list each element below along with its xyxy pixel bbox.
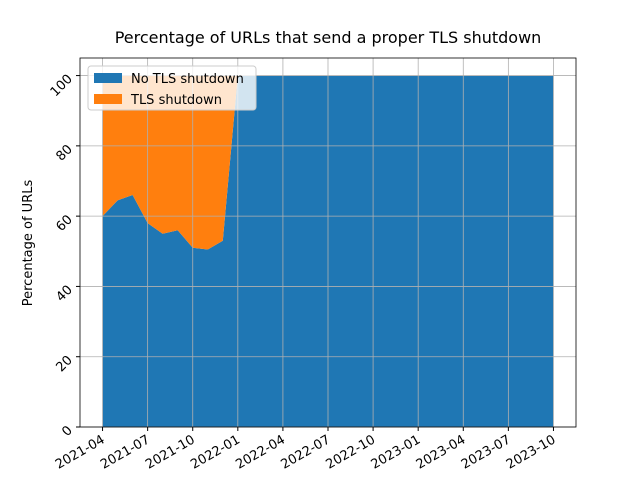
- legend-box: [87, 65, 257, 111]
- legend: No TLS shutdown TLS shutdown: [87, 65, 257, 111]
- legend-swatch: [94, 73, 122, 83]
- legend-label: TLS shutdown: [130, 93, 222, 108]
- legend-label: No TLS shutdown: [131, 72, 244, 87]
- y-axis-label: Percentage of URLs: [21, 180, 36, 307]
- chart-title: Percentage of URLs that send a proper TL…: [115, 28, 542, 47]
- plot-frame: [79, 57, 577, 428]
- legend-swatch: [94, 94, 122, 104]
- area: [102, 75, 554, 250]
